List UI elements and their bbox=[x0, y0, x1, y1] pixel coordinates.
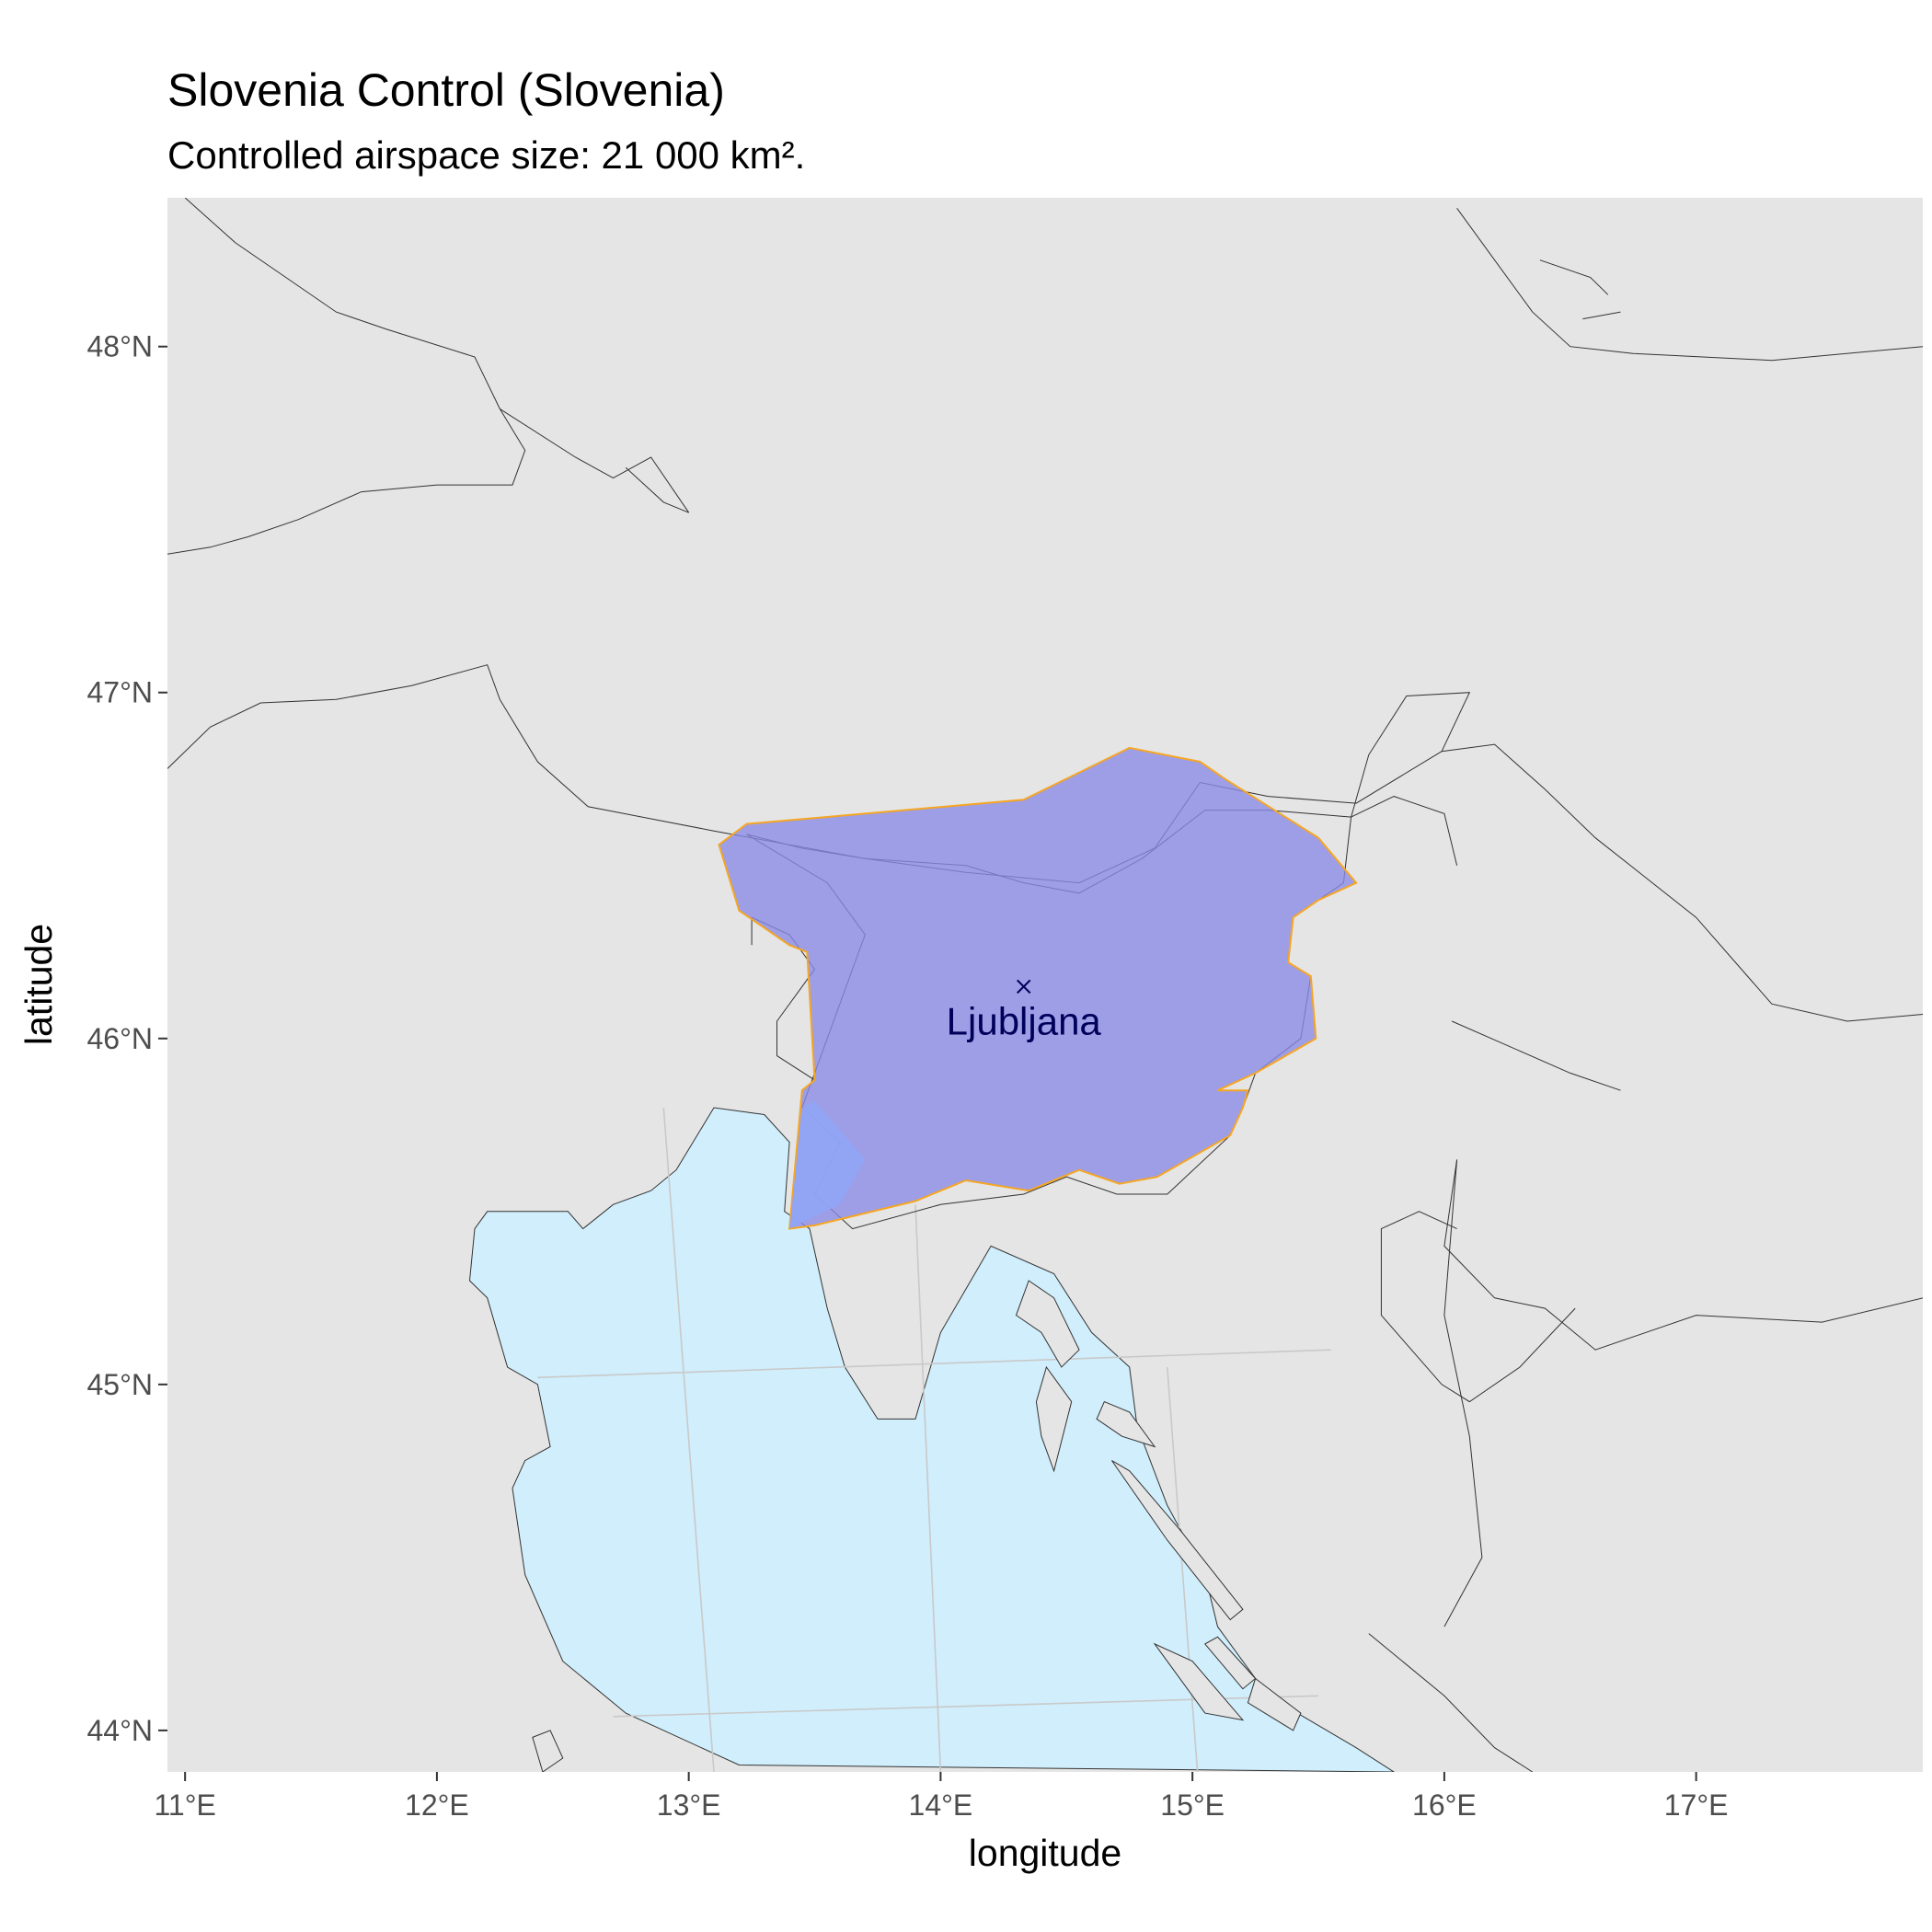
island bbox=[1111, 1460, 1244, 1621]
island bbox=[532, 1730, 564, 1772]
chart-subtitle: Controlled airspace size: 21 000 km². bbox=[167, 133, 805, 177]
island bbox=[1015, 1280, 1080, 1368]
map-layers: Ljubljana bbox=[167, 198, 1923, 1772]
country-border bbox=[167, 198, 526, 555]
x-tick-label: 17°E bbox=[1664, 1788, 1729, 1822]
country-border bbox=[1443, 1159, 1483, 1627]
graticule-line bbox=[1167, 1366, 1199, 1772]
airspace-polygon bbox=[718, 746, 1358, 1230]
country-border bbox=[1380, 1211, 1576, 1403]
country-border bbox=[1451, 1020, 1621, 1091]
y-tick-label: 48°N bbox=[87, 330, 154, 363]
y-tick-label: 44°N bbox=[87, 1714, 154, 1747]
x-tick-label: 16°E bbox=[1412, 1788, 1477, 1822]
country-border bbox=[1368, 1633, 1533, 1772]
graticule-line bbox=[914, 1204, 942, 1772]
country-border bbox=[1456, 208, 1923, 362]
airport-label: Ljubljana bbox=[947, 999, 1102, 1042]
country-border bbox=[1351, 692, 1471, 818]
y-tick-label: 47°N bbox=[87, 676, 154, 709]
x-tick-label: 13°E bbox=[657, 1788, 721, 1822]
country-border bbox=[1443, 1159, 1923, 1351]
y-tick-label: 46°N bbox=[87, 1022, 154, 1055]
country-border bbox=[1582, 311, 1621, 320]
x-tick-label: 15°E bbox=[1160, 1788, 1225, 1822]
island bbox=[1247, 1677, 1302, 1731]
y-tick-label: 45°N bbox=[87, 1368, 154, 1401]
island bbox=[1153, 1642, 1245, 1721]
graticule-line bbox=[537, 1349, 1331, 1379]
country-border bbox=[625, 466, 689, 513]
graticule-line bbox=[662, 1107, 715, 1772]
x-tick-label: 12°E bbox=[405, 1788, 469, 1822]
country-border bbox=[1442, 743, 1923, 1022]
y-axis: 44°N 45°N 46°N 47°N 48°N bbox=[87, 330, 167, 1747]
island bbox=[1096, 1400, 1156, 1448]
y-axis-title: latitude bbox=[17, 924, 60, 1045]
chart-title: Slovenia Control (Slovenia) bbox=[167, 64, 725, 116]
airspace-sea-overlap bbox=[789, 1100, 866, 1229]
x-tick-label: 14°E bbox=[909, 1788, 973, 1822]
x-tick-label: 11°E bbox=[154, 1788, 215, 1822]
x-axis-title: longitude bbox=[969, 1832, 1121, 1874]
country-border bbox=[1351, 796, 1458, 866]
x-axis: 11°E 12°E 13°E 14°E 15°E 16°E 17°E bbox=[154, 1772, 1728, 1822]
airport-marker bbox=[1017, 979, 1031, 995]
island bbox=[1035, 1365, 1073, 1473]
country-border bbox=[500, 408, 690, 513]
country-border bbox=[1539, 259, 1609, 295]
